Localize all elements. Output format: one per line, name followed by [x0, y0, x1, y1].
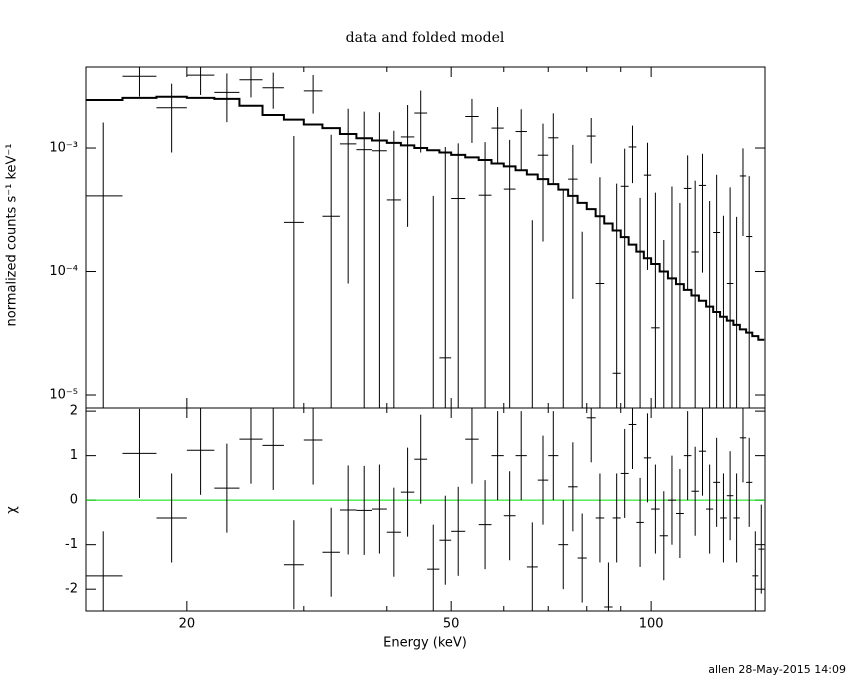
- y-tick-label: 10⁻⁵: [49, 388, 78, 403]
- y-axis-label: χ: [5, 506, 20, 514]
- y-tick-label: 2: [70, 404, 78, 419]
- panel-frame: [85, 407, 766, 612]
- panel-data: [86, 408, 765, 611]
- model-line: [86, 95, 765, 341]
- x-tick-label: 50: [443, 617, 460, 632]
- x-tick-label: 100: [639, 617, 664, 632]
- y-tick-label: 1: [70, 448, 78, 463]
- footer: allen 28-May-2015 14:09: [708, 663, 846, 676]
- y-tick-label: 0: [70, 493, 78, 508]
- y-tick-label: -2: [65, 582, 78, 597]
- chart-title: data and folded model: [346, 30, 505, 46]
- y-tick-label: -1: [65, 537, 78, 552]
- y-tick-label: 10⁻³: [49, 141, 78, 156]
- panel-frame: [85, 66, 766, 409]
- x-axis-label: Energy (keV): [383, 636, 467, 651]
- panel-data: [86, 67, 765, 408]
- y-tick-label: 10⁻⁴: [49, 264, 78, 279]
- y-axis-label: normalized counts s⁻¹ keV⁻¹: [5, 144, 20, 327]
- x-tick-label: 20: [179, 617, 196, 632]
